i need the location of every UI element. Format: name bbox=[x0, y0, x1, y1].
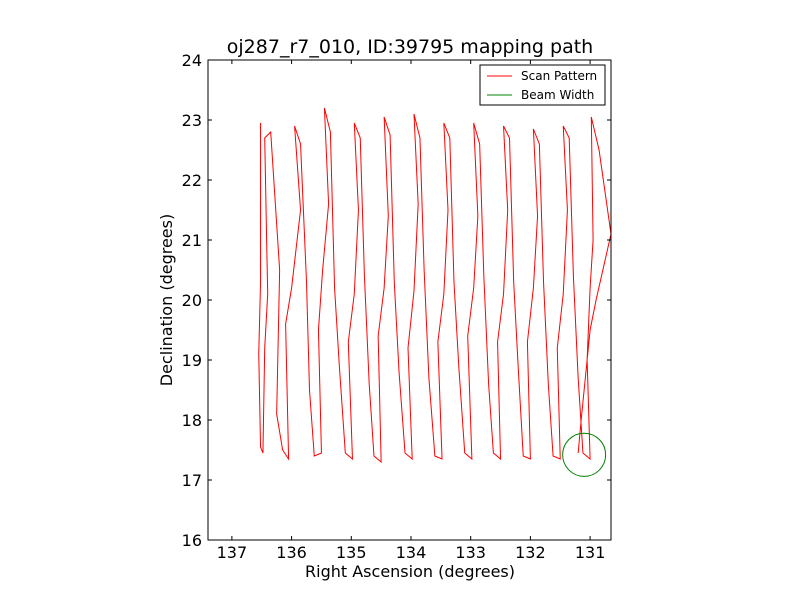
x-tick-label: 133 bbox=[455, 543, 486, 562]
y-tick-label: 23 bbox=[182, 111, 202, 130]
series-line-scan-pattern bbox=[258, 107, 611, 464]
x-tick-label: 134 bbox=[396, 543, 427, 562]
chart-title: oj287_r7_010, ID:39795 mapping path bbox=[227, 36, 593, 58]
y-tick-label: 24 bbox=[182, 51, 202, 70]
x-tick-label: 135 bbox=[336, 543, 367, 562]
y-tick-label: 19 bbox=[182, 351, 202, 370]
beam-width-circle bbox=[562, 432, 607, 477]
y-tick-label: 16 bbox=[182, 531, 202, 550]
legend-label-beam-width: Beam Width bbox=[521, 88, 594, 102]
y-tick-label: 21 bbox=[182, 231, 202, 250]
legend-box bbox=[479, 64, 606, 106]
y-axis-ticks: 16 17 18 19 20 21 22 23 24 bbox=[182, 51, 611, 550]
y-tick-label: 18 bbox=[182, 411, 202, 430]
x-tick-label: 132 bbox=[515, 543, 546, 562]
x-tick-label: 137 bbox=[217, 543, 248, 562]
y-axis-label: Declination (degrees) bbox=[157, 214, 176, 386]
x-axis-ticks: 137 136 135 134 133 132 131 bbox=[217, 60, 606, 562]
x-tick-label: 136 bbox=[276, 543, 307, 562]
y-tick-label: 22 bbox=[182, 171, 202, 190]
legend-label-scan-pattern: Scan Pattern bbox=[521, 69, 597, 83]
x-tick-label: 131 bbox=[575, 543, 606, 562]
y-tick-label: 20 bbox=[182, 291, 202, 310]
y-tick-label: 17 bbox=[182, 471, 202, 490]
legend: Scan Pattern Beam Width bbox=[479, 64, 606, 106]
x-axis-label: Right Ascension (degrees) bbox=[305, 562, 515, 581]
